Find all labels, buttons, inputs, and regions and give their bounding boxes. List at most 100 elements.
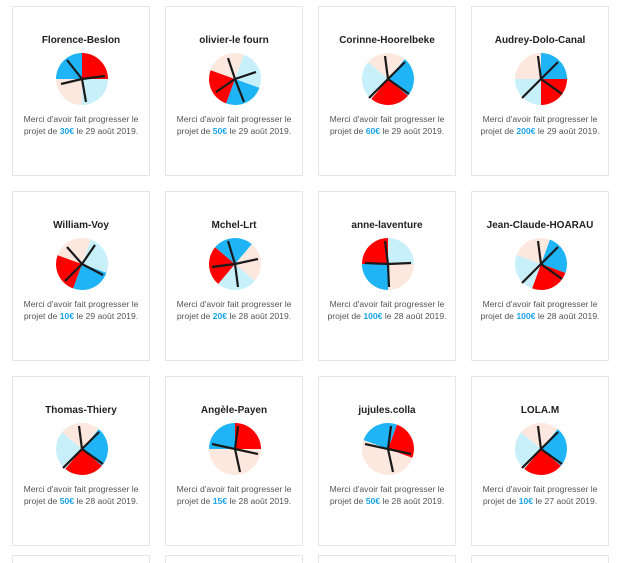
avatar-line [536, 55, 543, 80]
avatar-segment [541, 79, 567, 105]
avatar-segment [515, 53, 541, 79]
supporter-card[interactable]: William-Voy Merci d'avoir fait progresser… [12, 191, 150, 361]
message-connector: le [229, 311, 237, 321]
avatar-segment [524, 449, 561, 475]
donation-amount: 60€ [365, 126, 381, 136]
avatar-segment [388, 238, 414, 264]
avatar-line [233, 78, 246, 103]
supporter-card-partial[interactable] [471, 555, 609, 563]
supporter-name[interactable]: Corinne-Hoorelbeke [339, 35, 435, 46]
avatar-line [364, 261, 389, 266]
avatar-segment [362, 62, 388, 99]
donation-date: 28 août 2019. [238, 311, 292, 321]
supporter-card[interactable]: anne-laventure Merci d'avoir fait progres… [318, 191, 456, 361]
donation-date: 28 août 2019. [393, 311, 447, 321]
avatar-line [387, 261, 412, 266]
avatar-segment [82, 429, 108, 466]
avatar-line [81, 263, 104, 276]
avatar-line [233, 425, 240, 450]
avatar-line [81, 431, 100, 450]
avatar-segment [209, 449, 235, 475]
supporter-card[interactable]: Angèle-Payen Merci d'avoir fait progresse… [165, 376, 303, 546]
avatar-line [540, 448, 563, 465]
donation-amount: 50€ [365, 496, 381, 506]
avatar-line [60, 77, 83, 86]
message-connector: le [229, 126, 237, 136]
supporter-card[interactable]: Thomas-Thiery Merci d'avoir fait progress… [12, 376, 150, 546]
avatar-line [77, 425, 84, 450]
avatar-line [234, 447, 259, 456]
thank-you-message: Merci d'avoir fait progresser le projet … [478, 483, 602, 507]
supporter-name[interactable]: olivier-le fourn [199, 35, 269, 46]
avatar [361, 237, 415, 291]
supporter-card[interactable]: Mchel-Lrt Merci d'avoir fait progresser l… [165, 191, 303, 361]
avatar-line [211, 262, 236, 269]
message-connector: le [382, 496, 390, 506]
avatar [514, 422, 568, 476]
avatar-line [64, 263, 83, 282]
supporter-card[interactable]: Florence-Beslon Merci d'avoir fait progre… [12, 6, 150, 176]
avatar [208, 237, 262, 291]
supporter-name[interactable]: LOLA.M [520, 405, 560, 416]
avatar-line [364, 442, 389, 451]
avatar-segment [541, 239, 567, 273]
supporter-name[interactable]: anne-laventure [351, 220, 423, 231]
donation-amount: 10€ [518, 496, 534, 506]
message-prefix: Merci d'avoir fait progresser le projet … [23, 114, 139, 136]
donation-date: 29 août 2019. [238, 126, 292, 136]
avatar-segment [515, 255, 541, 289]
donation-amount: 50€ [59, 496, 75, 506]
avatar-line [521, 78, 542, 99]
avatar-line [536, 425, 543, 450]
thank-you-message: Merci d'avoir fait progresser le projet … [478, 298, 602, 322]
supporter-card-partial[interactable] [165, 555, 303, 563]
avatar-segment [235, 54, 261, 88]
message-prefix: Merci d'avoir fait progresser le projet … [329, 114, 445, 136]
avatar-segment [235, 449, 261, 475]
supporter-name[interactable]: Angèle-Payen [200, 405, 268, 416]
avatar-segment [379, 449, 413, 475]
supporter-name[interactable]: Thomas-Thiery [45, 405, 117, 416]
message-connector: le [382, 126, 390, 136]
avatar-line [536, 240, 543, 265]
avatar-segment [235, 423, 261, 449]
supporter-card[interactable]: jujules.colla Merci d'avoir fait progress… [318, 376, 456, 546]
supporter-card-partial[interactable] [12, 555, 150, 563]
avatar [514, 237, 568, 291]
donation-amount: 15€ [212, 496, 228, 506]
message-prefix: Merci d'avoir fait progresser le projet … [23, 484, 139, 506]
thank-you-message: Merci d'avoir fait progresser le projet … [478, 113, 602, 137]
avatar-line [66, 246, 83, 265]
donation-amount: 100€ [516, 311, 536, 321]
avatar-segment [210, 53, 244, 79]
supporter-card[interactable]: Corinne-Hoorelbeke Merci d'avoir fait pro… [318, 6, 456, 176]
supporter-card[interactable]: LOLA.M Merci d'avoir fait progresser le p… [471, 376, 609, 546]
donation-amount: 20€ [212, 311, 228, 321]
donation-date: 29 août 2019. [85, 311, 139, 321]
avatar-line [211, 442, 236, 451]
avatar-segment [55, 255, 82, 289]
supporter-card[interactable]: Audrey-Dolo-Canal Merci d'avoir fait prog… [471, 6, 609, 176]
message-connector: le [384, 311, 392, 321]
avatar-line [66, 59, 83, 80]
thank-you-message: Merci d'avoir fait progresser le projet … [19, 113, 143, 137]
supporter-name[interactable]: Jean-Claude-HOARAU [486, 220, 594, 231]
supporter-name[interactable]: Florence-Beslon [41, 35, 121, 46]
avatar-line [81, 74, 106, 81]
avatar [55, 52, 109, 106]
supporter-name[interactable]: jujules.colla [358, 405, 416, 416]
avatar-segment [215, 238, 252, 264]
message-prefix: Merci d'avoir fait progresser le projet … [480, 299, 598, 321]
supporter-card[interactable]: Jean-Claude-HOARAU Merci d'avoir fait pro… [471, 191, 609, 361]
supporter-card-partial[interactable] [318, 555, 456, 563]
avatar-segment [371, 79, 408, 105]
supporter-name[interactable]: Mchel-Lrt [211, 220, 257, 231]
avatar [55, 237, 109, 291]
avatar-segment [362, 238, 388, 264]
supporter-name[interactable]: William-Voy [53, 220, 109, 231]
supporter-card[interactable]: olivier-le fourn Merci d'avoir fait progr… [165, 6, 303, 176]
donation-date: 29 août 2019. [391, 126, 445, 136]
avatar-line [521, 448, 542, 469]
supporter-name[interactable]: Audrey-Dolo-Canal [494, 35, 586, 46]
avatar-line [226, 240, 237, 265]
